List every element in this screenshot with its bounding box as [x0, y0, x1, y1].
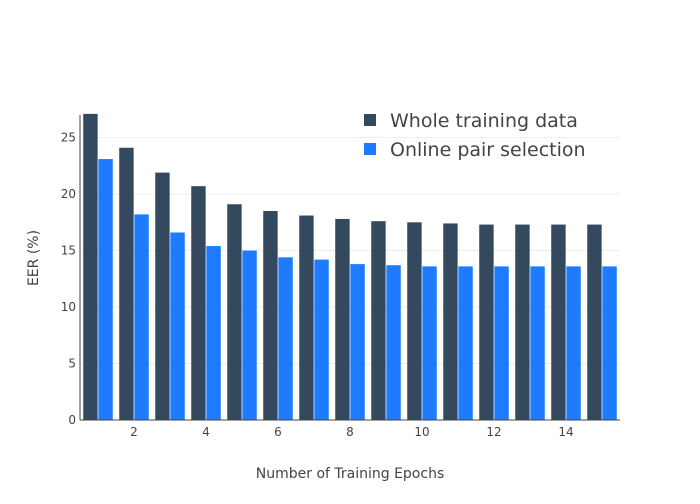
bar-whole-training-data-epoch-14	[551, 224, 566, 420]
bar-online-pair-selection-epoch-14	[566, 266, 581, 420]
bar-whole-training-data-epoch-12	[479, 224, 494, 420]
bar-online-pair-selection-epoch-13	[530, 266, 545, 420]
bar-online-pair-selection-epoch-7	[314, 259, 329, 420]
bar-online-pair-selection-epoch-15	[602, 266, 617, 420]
bar-online-pair-selection-epoch-11	[458, 266, 473, 420]
y-tick-label-0: 0	[68, 413, 76, 427]
x-tick-label-6: 6	[274, 425, 282, 439]
legend-swatch-whole-training-data[interactable]	[364, 114, 376, 126]
legend-swatch-online-pair-selection[interactable]	[364, 143, 376, 155]
bar-whole-training-data-epoch-4	[191, 186, 206, 420]
bar-whole-training-data-epoch-10	[407, 222, 422, 420]
bar-whole-training-data-epoch-15	[587, 224, 602, 420]
bar-whole-training-data-epoch-11	[443, 223, 458, 420]
x-tick-label-8: 8	[346, 425, 354, 439]
bar-whole-training-data-epoch-8	[335, 218, 350, 420]
x-tick-label-10: 10	[414, 425, 429, 439]
y-tick-label-20: 20	[61, 187, 76, 201]
bar-online-pair-selection-epoch-2	[134, 214, 149, 420]
bars	[83, 113, 617, 421]
x-tick-label-14: 14	[558, 425, 573, 439]
axes: 0 5 10 15 20 25 2 4 6 8 10 12 14	[61, 115, 620, 439]
y-tick-label-25: 25	[61, 131, 76, 145]
bar-whole-training-data-epoch-2	[119, 147, 134, 420]
legend-label-online-pair-selection[interactable]: Online pair selection	[390, 139, 586, 161]
bar-whole-training-data-epoch-3	[155, 172, 170, 420]
bar-online-pair-selection-epoch-5	[242, 250, 257, 420]
bar-online-pair-selection-epoch-1	[98, 159, 113, 420]
gridlines	[80, 137, 620, 365]
x-tick-label-4: 4	[202, 425, 210, 439]
bar-whole-training-data-epoch-1	[83, 113, 98, 421]
y-axis-title: EER (%)	[26, 230, 42, 286]
bar-whole-training-data-epoch-9	[371, 221, 386, 420]
y-tick-label-10: 10	[61, 300, 76, 314]
y-tick-label-15: 15	[61, 244, 76, 258]
x-axis-title: Number of Training Epochs	[256, 466, 445, 482]
y-tick-label-5: 5	[68, 357, 76, 371]
bar-whole-training-data-epoch-13	[515, 224, 530, 420]
legend[interactable]: Whole training data Online pair selection	[364, 110, 586, 161]
bar-online-pair-selection-epoch-10	[422, 266, 437, 420]
bar-online-pair-selection-epoch-12	[494, 266, 509, 420]
bar-online-pair-selection-epoch-8	[350, 264, 365, 420]
bar-online-pair-selection-epoch-9	[386, 265, 401, 420]
legend-label-whole-training-data[interactable]: Whole training data	[390, 110, 578, 132]
x-tick-label-12: 12	[486, 425, 501, 439]
bar-online-pair-selection-epoch-3	[170, 232, 185, 420]
x-tick-label-2: 2	[130, 425, 138, 439]
bar-online-pair-selection-epoch-6	[278, 257, 293, 420]
bar-whole-training-data-epoch-7	[299, 215, 314, 420]
bar-online-pair-selection-epoch-4	[206, 246, 221, 420]
bar-whole-training-data-epoch-6	[263, 211, 278, 420]
bar-whole-training-data-epoch-5	[227, 204, 242, 420]
